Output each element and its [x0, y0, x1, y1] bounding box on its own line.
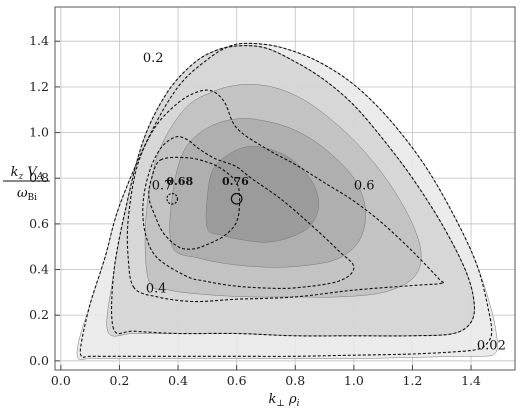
- y-tick-label: 1.2: [29, 79, 49, 94]
- contour-label-0.6: 0.6: [354, 179, 375, 194]
- y-tick-label: 0.4: [29, 262, 49, 277]
- dashed-contour-0.7: [148, 156, 241, 250]
- dashed-contour-0.02: [79, 42, 493, 358]
- axis-labels: k⊥ ρi kz VA ωBi: [3, 165, 300, 408]
- y-axis-label: kz VA ωBi: [3, 165, 50, 203]
- dashed-contour-0.2: [111, 45, 475, 337]
- y-tick-label: 1.4: [29, 33, 49, 48]
- y-tick-label: 0.0: [29, 353, 49, 368]
- dashed-contour-0.4: [126, 89, 445, 303]
- x-tick-label: 1.4: [461, 373, 481, 388]
- x-axis-label: k⊥ ρi: [268, 392, 299, 408]
- x-tick-label: 0.6: [227, 373, 247, 388]
- filled-contours: [76, 43, 498, 360]
- plot-frame: [54, 6, 516, 371]
- y-tick-label: 1.0: [29, 125, 49, 140]
- x-tick-label: 0.2: [110, 373, 130, 388]
- filled-region-0.7: [205, 146, 319, 243]
- y-tick-label: 0.2: [29, 307, 49, 322]
- x-tick-label: 0.0: [51, 373, 71, 388]
- dashed-contour-0.6: [142, 136, 355, 289]
- y-tick-label: 0.8: [29, 170, 49, 185]
- x-tick-label: 0.4: [168, 373, 188, 388]
- contour-label-0.68: 0.68: [166, 175, 193, 188]
- marker-0.76: [230, 192, 243, 205]
- marker-0.68: [166, 192, 179, 205]
- svg-text:kz VA: kz VA: [11, 165, 44, 182]
- contour-label-0.76: 0.76: [222, 175, 249, 188]
- contour-label-0.4: 0.4: [146, 281, 167, 296]
- y-tick-label: 0.6: [29, 216, 49, 231]
- x-tick-label: 1.0: [344, 373, 364, 388]
- contour-labels: 0.2 0.70.68 0.76 0.6 0.4 0.02: [143, 51, 506, 354]
- ticks: 0.0 0.2 0.4 0.6 0.8 1.0 1.2 1.4 0.0 0.2 0.4 0.6 0.8 1…: [29, 33, 481, 388]
- x-tick-label: 0.8: [285, 373, 305, 388]
- svg-text:ωBi: ωBi: [17, 186, 37, 203]
- contour-label-0.2: 0.2: [143, 51, 164, 66]
- contour-label-0.7: 0.7: [152, 179, 173, 194]
- contour-markers: [166, 192, 243, 205]
- contour-label-0.02: 0.02: [477, 338, 506, 353]
- x-tick-label: 1.2: [403, 373, 423, 388]
- dashed-contours: [79, 42, 493, 358]
